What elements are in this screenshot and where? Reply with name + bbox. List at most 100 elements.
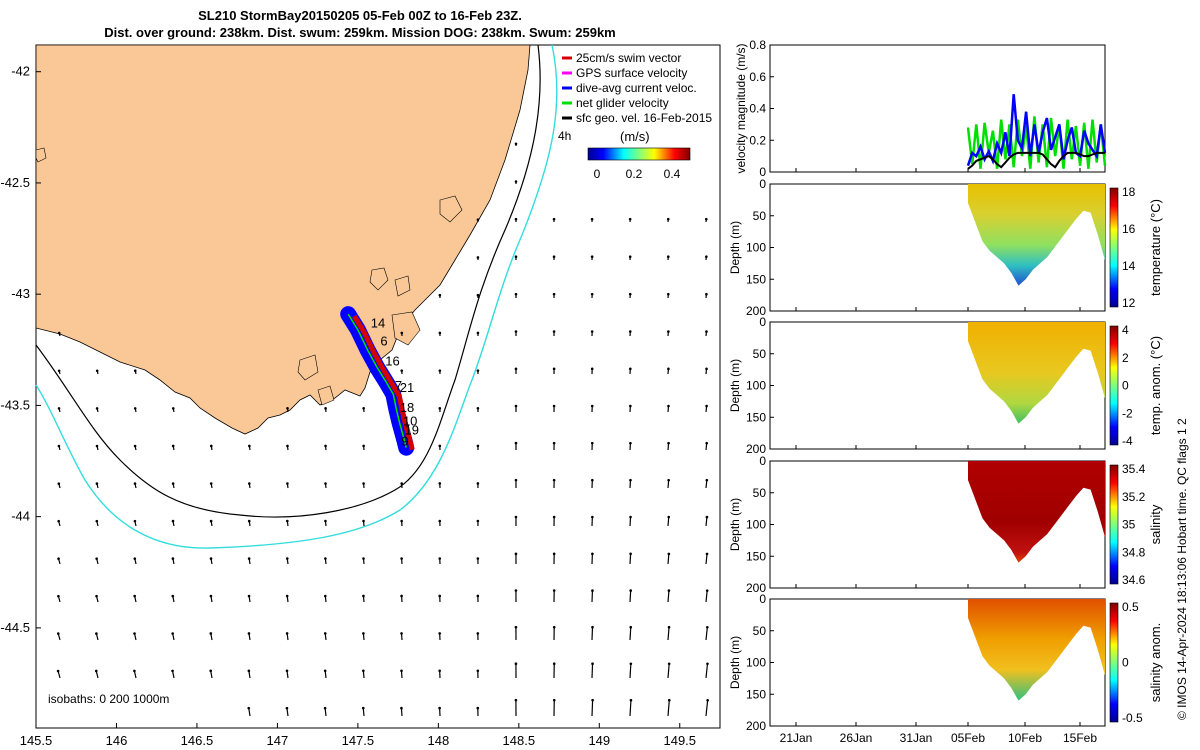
current-arrow-head [133, 669, 136, 673]
current-arrow-head [590, 255, 594, 259]
current-arrow-head [400, 706, 403, 710]
panel-ytick-label: 150 [746, 549, 766, 563]
current-arrow-head [705, 552, 709, 556]
current-arrow-head [400, 482, 403, 485]
current-arrow-head [629, 698, 633, 702]
current-arrow-head [514, 589, 518, 592]
map-xtick-label: 148 [428, 733, 450, 748]
current-arrow [400, 708, 403, 717]
track-map [35, 44, 721, 729]
current-arrow-head [629, 662, 633, 666]
panel-ytick-label: 200 [746, 719, 766, 733]
current-arrow-head [362, 519, 365, 523]
current-arrow-head [324, 444, 327, 448]
legend-label: dive-avg current veloc. [576, 81, 697, 95]
current-arrow-head [514, 404, 518, 408]
time-xtick-label: 26Jan [840, 731, 873, 745]
panel-ytick-label: 50 [753, 347, 767, 361]
current-arrow-head [57, 369, 61, 373]
net-glider-track [347, 313, 407, 448]
current-arrow-head [171, 407, 175, 410]
current-arrow-head [628, 255, 632, 259]
current-arrow-head [133, 407, 137, 410]
current-arrow-head [247, 557, 251, 560]
legend-label: sfc geo. vel. 16-Feb-2015 [576, 111, 712, 125]
panel-ylabel: Depth (m) [728, 498, 742, 551]
time-xtick-label: 21Jan [780, 731, 813, 745]
current-arrow-head [514, 292, 518, 296]
current-arrow-head [171, 632, 174, 635]
current-arrow-head [57, 557, 60, 560]
panel-ytick-label: 200 [746, 304, 766, 318]
current-arrow-head [362, 632, 365, 635]
velocity-series-1 [966, 94, 1107, 167]
current-arrow [591, 663, 594, 679]
day-label: 7 [395, 378, 402, 393]
day-label: 21 [400, 380, 414, 395]
map-xtick-label: 149 [588, 733, 610, 748]
current-arrow-head [171, 669, 174, 673]
current-arrow [286, 708, 289, 717]
time-xtick-label: 15Feb [1063, 731, 1097, 745]
current-arrow-head [591, 478, 594, 482]
colorbar-tick-label: 35.4 [1122, 462, 1146, 476]
panel-ytick-label: 50 [753, 209, 767, 223]
current-arrow-head [514, 552, 518, 556]
current-arrow-head [285, 632, 289, 635]
current-arrow-head [514, 180, 518, 183]
current-arrow-head [133, 594, 136, 598]
current-arrow-head [247, 594, 251, 598]
colorbar-label: temp. anom. (°C) [1148, 336, 1163, 435]
current-arrow-head [324, 482, 327, 485]
current-arrow-head [95, 407, 99, 410]
colorbar-tick-label: 2 [1122, 351, 1129, 365]
colorbar-unit-label: (m/s) [620, 129, 650, 144]
colorbar-tick-label: 14 [1122, 259, 1136, 273]
current-arrow-head [400, 369, 404, 372]
panel-ytick-label: 100 [746, 656, 766, 670]
panel-ylabel: Depth (m) [728, 636, 742, 689]
panel-ytick-label: 50 [753, 486, 767, 500]
current-arrow-head [706, 698, 709, 702]
current-arrow-head [552, 217, 556, 221]
panel-ytick-label: 150 [746, 410, 766, 424]
hour-label: 4h [558, 129, 571, 143]
panel-ytick-label: 0.4 [749, 102, 766, 116]
current-arrow [629, 700, 632, 717]
current-arrow-head [628, 292, 632, 296]
current-arrow [248, 708, 251, 717]
time-xtick-label: 05Feb [951, 731, 985, 745]
current-arrow-head [324, 557, 327, 560]
isobath-label: isobaths: 0 200 1000m [48, 692, 169, 706]
panel-colorbar [1109, 187, 1119, 308]
panel-ytick-label: 200 [746, 442, 766, 456]
current-arrow [705, 663, 709, 679]
current-arrow-head [324, 519, 327, 523]
current-arrow-head [133, 632, 136, 635]
current-arrow-head [629, 478, 632, 482]
day-label: 19 [405, 422, 419, 437]
current-arrow-head [247, 632, 251, 635]
colorbar-label: salinity anom. [1148, 623, 1163, 702]
current-arrow-head [400, 519, 403, 523]
current-arrow [629, 590, 632, 603]
map-ytick-label: -42 [11, 64, 30, 79]
day-label: 18 [400, 400, 414, 415]
current-arrow-head [552, 589, 556, 592]
colorbar-label: temperature (°C) [1148, 199, 1163, 296]
panel-ytick-label: 200 [746, 581, 766, 595]
current-arrow-head [514, 142, 518, 146]
current-arrow-head [667, 330, 670, 333]
legend-label: net glider velocity [576, 96, 669, 110]
panel-1: 0 50 100 150 200 Depth (m) 18 16 14 12 temperature… [728, 177, 1163, 318]
current-arrow-head [666, 255, 670, 259]
current-arrow-head [514, 217, 518, 221]
panel-ytick-label: 0.6 [749, 70, 766, 84]
section-field [968, 184, 1105, 286]
current-arrow-head [705, 478, 709, 482]
current-arrow [629, 627, 632, 641]
current-arrow-head [438, 632, 441, 635]
panel-ytick-label: 0 [759, 177, 766, 191]
current-arrow-head [57, 331, 61, 335]
